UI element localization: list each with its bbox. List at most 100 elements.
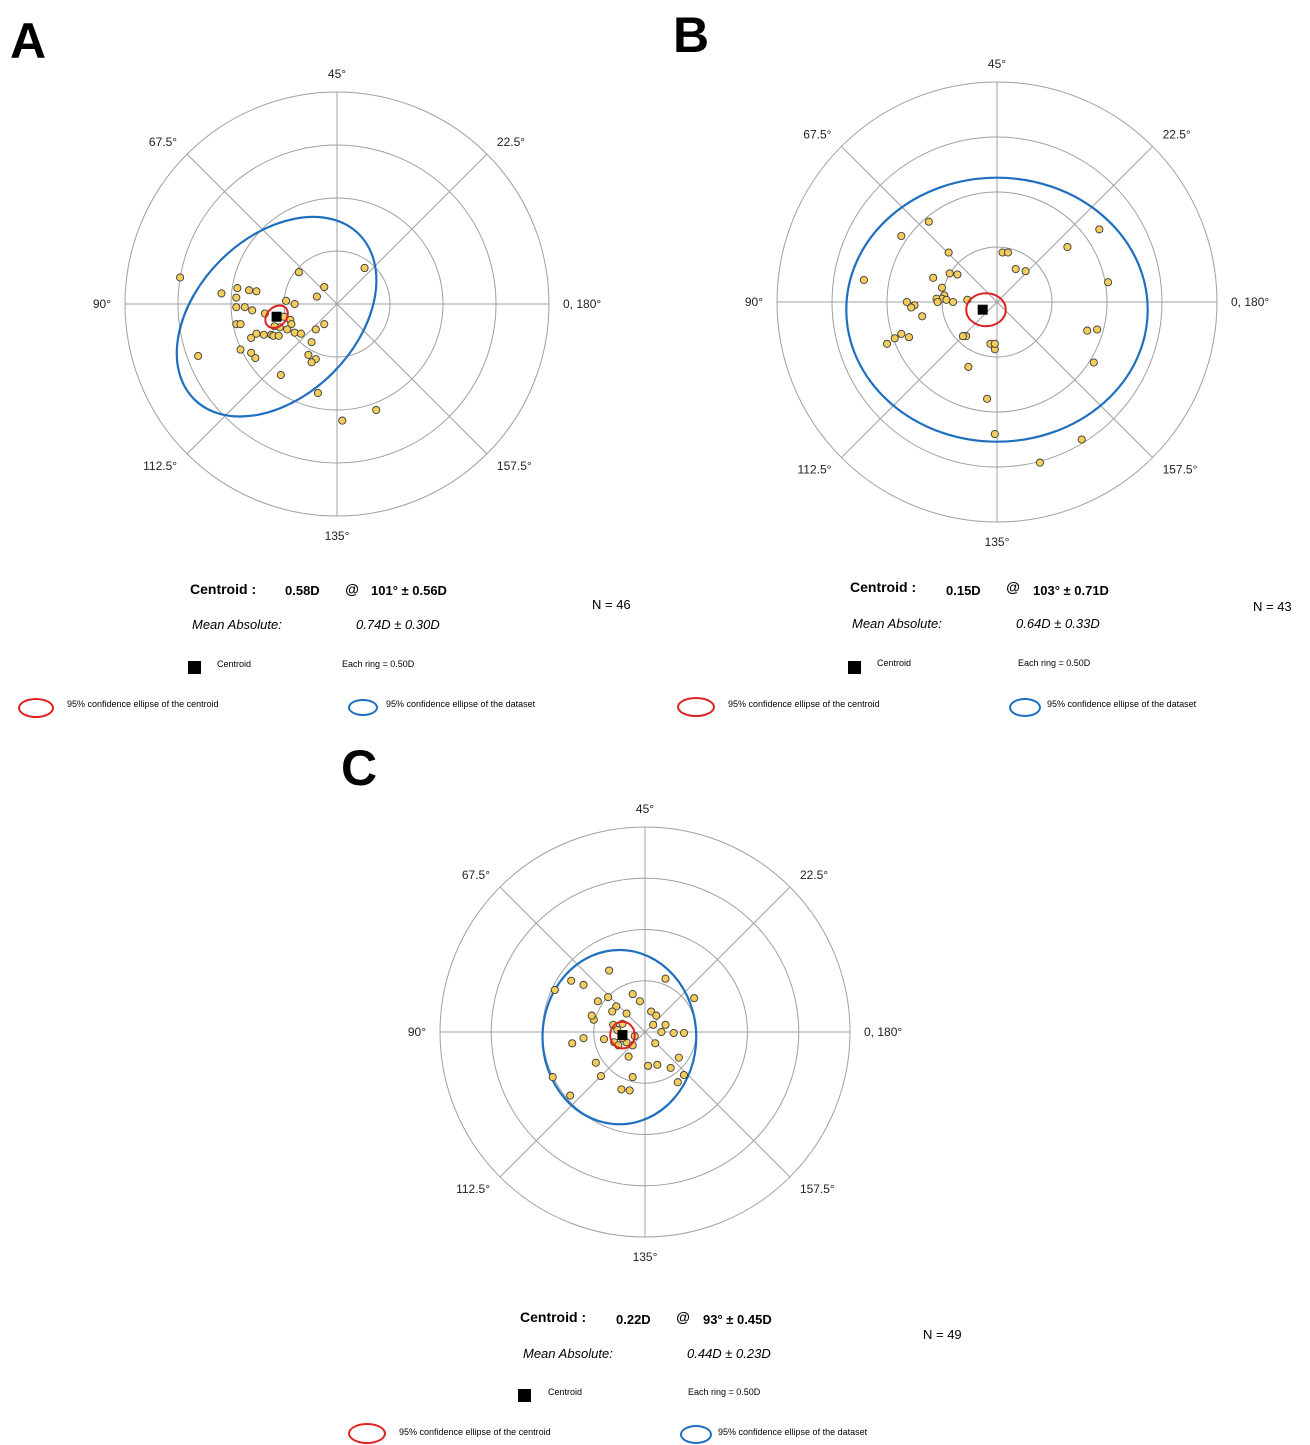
- centroid-label: Centroid :: [850, 579, 917, 595]
- data-point: [937, 283, 947, 292]
- data-point: [320, 320, 329, 329]
- n-value: N = 43: [1253, 599, 1292, 614]
- data-point: [929, 273, 938, 282]
- data-point: [958, 332, 967, 341]
- data-point: [194, 351, 203, 360]
- angle-label: 157.5°: [1163, 463, 1198, 477]
- data-point: [990, 429, 999, 439]
- data-point: [587, 1011, 596, 1020]
- angle-label: 90°: [745, 295, 763, 309]
- dataset-ellipse-legend-icon: [1009, 698, 1041, 717]
- mean-absolute-label: Mean Absolute:: [523, 1346, 613, 1361]
- data-point: [933, 297, 942, 307]
- data-point: [918, 312, 927, 321]
- data-point: [1035, 458, 1044, 467]
- data-point: [617, 1085, 626, 1094]
- data-point: [259, 330, 268, 339]
- angle-label: 45°: [636, 802, 654, 816]
- data-point: [661, 1020, 670, 1029]
- data-point: [924, 217, 933, 226]
- data-point: [897, 231, 906, 241]
- data-point: [567, 976, 576, 985]
- data-point: [312, 292, 321, 301]
- angle-label: 22.5°: [800, 868, 828, 882]
- angle-label: 112.5°: [797, 463, 831, 477]
- centroid-legend-label: Centroid: [217, 659, 252, 669]
- centroid-ellipse-legend-icon: [348, 1423, 386, 1444]
- ring-legend-label: Each ring = 0.50D: [1018, 658, 1091, 668]
- data-point: [902, 297, 911, 307]
- mean-absolute-value: 0.64D ± 0.33D: [1016, 616, 1100, 631]
- data-point: [591, 1058, 600, 1067]
- data-point: [548, 1073, 557, 1082]
- data-point: [964, 362, 973, 371]
- data-point: [945, 269, 954, 278]
- data-point: [233, 284, 242, 293]
- centroid-ellipse-legend-label: 95% confidence ellipse of the centroid: [399, 1427, 551, 1437]
- data-point: [983, 394, 992, 403]
- angle-label: 157.5°: [800, 1182, 835, 1196]
- data-point: [1089, 358, 1098, 367]
- angle-label: 112.5°: [143, 459, 177, 473]
- data-point: [1063, 242, 1072, 252]
- mean-absolute-value: 0.44D ± 0.23D: [687, 1346, 771, 1361]
- data-point: [948, 297, 958, 307]
- mean-absolute-label: Mean Absolute:: [192, 617, 282, 632]
- polar-chart: 45° 22.5° 0, 180° 157.5° 135° 112.5° 90° 67.5°: [408, 802, 903, 1264]
- data-point: [644, 1061, 653, 1070]
- data-point: [1077, 435, 1086, 444]
- data-point: [313, 388, 322, 398]
- data-point: [628, 990, 637, 999]
- angle-label: 112.5°: [456, 1182, 490, 1196]
- data-point: [859, 275, 868, 285]
- at-symbol: @: [345, 581, 359, 597]
- data-point: [217, 289, 226, 298]
- data-point: [897, 329, 906, 338]
- dataset-confidence-ellipse: [541, 948, 698, 1126]
- panel-b: B 45° 22.5° 0, 180° 157.5° 135° 112.5° 90° 67.5…: [655, 0, 1310, 722]
- dataset-ellipse-legend-label: 95% confidence ellipse of the dataset: [1047, 699, 1197, 709]
- centroid-ellipse-legend-icon: [677, 697, 715, 717]
- angle-label: 0, 180°: [563, 297, 601, 311]
- data-point: [882, 339, 892, 348]
- data-point: [690, 994, 699, 1003]
- data-point: [679, 1070, 689, 1080]
- data-point: [240, 303, 249, 312]
- data-point: [1003, 248, 1013, 257]
- data-point: [550, 985, 559, 995]
- data-point: [652, 1011, 661, 1020]
- data-point: [604, 993, 613, 1002]
- panel-label: A: [10, 13, 47, 69]
- data-point: [674, 1053, 683, 1062]
- data-point: [276, 370, 285, 380]
- data-point: [290, 299, 299, 309]
- centroid-confidence-ellipse: [965, 292, 1007, 328]
- panel-label: B: [673, 7, 710, 63]
- data-point: [904, 333, 914, 342]
- data-point: [635, 997, 644, 1006]
- centroid-legend-label: Centroid: [548, 1387, 583, 1397]
- angle-label: 0, 180°: [864, 1025, 902, 1039]
- polar-chart: 45° 22.5° 0, 180° 157.5° 135° 112.5° 90° 67.5°: [93, 67, 602, 543]
- dataset-confidence-ellipse: [175, 215, 378, 418]
- data-point: [1095, 225, 1104, 234]
- data-point: [287, 320, 296, 329]
- angle-label: 45°: [988, 57, 1006, 71]
- data-point: [673, 1078, 682, 1087]
- data-point: [360, 263, 369, 273]
- angle-label: 135°: [633, 1250, 658, 1264]
- data-point: [252, 329, 261, 338]
- data-point: [579, 1034, 588, 1043]
- data-point: [599, 1035, 609, 1044]
- data-point: [304, 350, 313, 359]
- data-point: [282, 296, 291, 305]
- angle-label: 67.5°: [462, 868, 490, 882]
- data-point: [1011, 264, 1020, 274]
- data-point: [628, 1073, 637, 1082]
- panel-c: C 45° 22.5° 0, 180° 157.5° 135° 112.5° 90° 67.5…: [330, 730, 985, 1445]
- centroid-label: Centroid :: [190, 581, 257, 597]
- centroid-legend-icon: [518, 1389, 531, 1402]
- data-point: [1021, 267, 1030, 276]
- centroid-marker: [271, 311, 282, 322]
- data-point: [608, 1007, 617, 1016]
